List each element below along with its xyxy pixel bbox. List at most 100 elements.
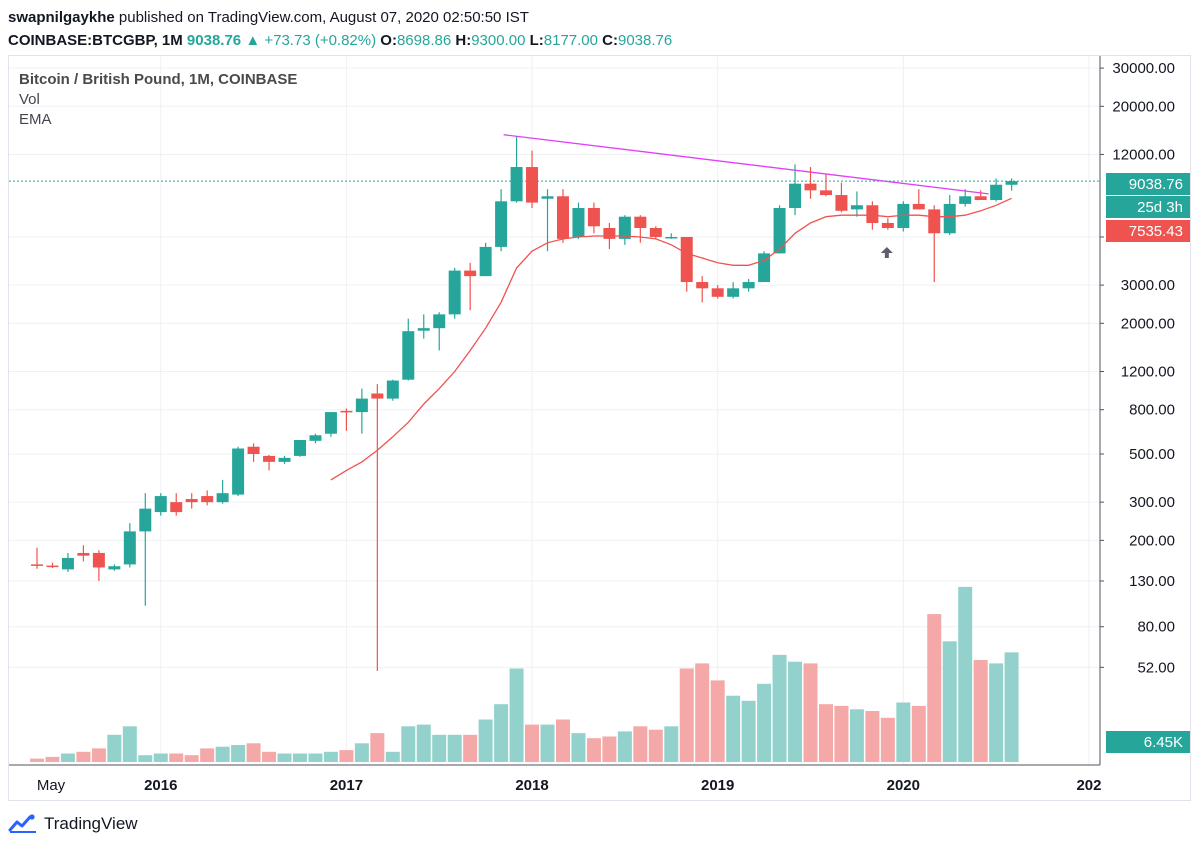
y-tick-label: 30000.00 (1112, 60, 1175, 77)
footer: TradingView (8, 814, 138, 834)
volume-bar (138, 755, 153, 762)
ema-indicator-label[interactable]: EMA (19, 111, 52, 128)
volume-bar (834, 705, 849, 762)
volume-bar (757, 683, 772, 762)
up-arrow-marker-icon (880, 247, 893, 258)
tradingview-logo-icon[interactable] (8, 814, 38, 834)
volume-bar (60, 753, 75, 762)
volume-bar (122, 726, 137, 762)
volume-bar (339, 750, 354, 762)
candle-body (912, 203, 925, 210)
up-arrow-icon: ▲ (245, 32, 261, 49)
volume-bar (849, 709, 864, 762)
volume-bar (989, 663, 1004, 762)
candle-body (31, 564, 43, 566)
candle-body (603, 227, 616, 239)
chart-legend: Bitcoin / British Pound, 1M, COINBASE Vo… (19, 70, 297, 130)
volume-bar (617, 731, 632, 762)
high-label: H: (455, 32, 472, 49)
candle-body (634, 216, 647, 228)
volume-bar (648, 729, 663, 762)
candle-body (943, 203, 956, 234)
volume-bar (958, 586, 973, 762)
last-price: 9038.76 (186, 32, 242, 49)
last-price-badge-bg (1106, 173, 1190, 195)
volume-bar (370, 733, 385, 762)
volume-bar (772, 654, 787, 762)
candle-body (587, 207, 600, 227)
y-tick-label: 500.00 (1129, 446, 1175, 463)
volume-bar (695, 663, 710, 762)
y-tick-label: 130.00 (1129, 573, 1175, 590)
volume-bar (788, 661, 803, 762)
candle-body (263, 455, 276, 462)
candle-body (556, 196, 569, 239)
candle-body (61, 557, 74, 570)
volume-bar (726, 695, 741, 762)
candle-body (309, 435, 322, 441)
volume-bar (555, 719, 570, 762)
volume-bar (463, 734, 478, 762)
published-info: published on TradingView.com, August 07,… (118, 9, 529, 26)
volume-bar (246, 743, 261, 762)
candle-body (649, 227, 662, 237)
volume-bar (91, 748, 106, 762)
y-tick-label: 1200.00 (1121, 363, 1175, 380)
candle-body (417, 328, 430, 331)
candle-body (448, 270, 461, 315)
candle-body (758, 253, 771, 283)
candle-body (773, 207, 786, 254)
volume-indicator-label[interactable]: Vol (19, 91, 40, 108)
ema-value-badge: 7535.43 (1129, 223, 1183, 240)
candle-body (711, 288, 724, 297)
ema-value-badge-bg (1106, 220, 1190, 242)
author-name[interactable]: swapnilgaykhe (8, 9, 115, 26)
volume-bar (586, 738, 601, 762)
candle-body (371, 393, 384, 399)
volume-bar (679, 668, 694, 762)
trend-line (503, 134, 989, 195)
candle-body (618, 216, 631, 239)
volume-bar (896, 702, 911, 762)
candle-body (510, 167, 523, 202)
y-tick-label: 300.00 (1129, 494, 1175, 511)
y-tick-label: 80.00 (1137, 619, 1175, 636)
candle-body (324, 412, 337, 434)
volume-bar (865, 711, 880, 762)
volume-bar (308, 753, 323, 762)
candle-body (232, 448, 245, 495)
x-tick-label: 2017 (330, 777, 363, 794)
chart-frame[interactable] (8, 55, 1191, 801)
volume-bar (710, 680, 725, 762)
candle-body (77, 552, 90, 556)
candle-body (727, 288, 740, 297)
volume-bar (30, 758, 44, 762)
candle-body (696, 282, 709, 289)
volume-bar (633, 726, 648, 762)
y-tick-label: 20000.00 (1112, 98, 1175, 115)
close-value: 9038.76 (618, 32, 673, 49)
volume-bar (447, 734, 462, 762)
volume-bar (200, 748, 215, 762)
volume-bar (76, 751, 91, 762)
candle-body (804, 183, 817, 191)
volume-bar (153, 753, 168, 762)
open-label: O: (380, 32, 397, 49)
low-label: L: (529, 32, 544, 49)
symbol-label: COINBASE:BTCGBP, 1M (8, 32, 183, 49)
volume-bar (184, 755, 199, 762)
candle-body (92, 552, 105, 568)
volume-bar (385, 751, 400, 762)
candle-body (386, 380, 399, 399)
volume-bar (292, 753, 307, 762)
y-tick-label: 52.00 (1137, 659, 1175, 676)
candle-body (928, 209, 941, 234)
volume-bar (277, 753, 292, 762)
candle-body (881, 222, 894, 228)
series-title[interactable]: Bitcoin / British Pound, 1M, COINBASE (19, 71, 298, 88)
volume-bar (741, 700, 756, 762)
brand-name[interactable]: TradingView (44, 814, 138, 833)
volume-bar (45, 756, 60, 762)
x-tick-label: 202 (1076, 777, 1101, 794)
